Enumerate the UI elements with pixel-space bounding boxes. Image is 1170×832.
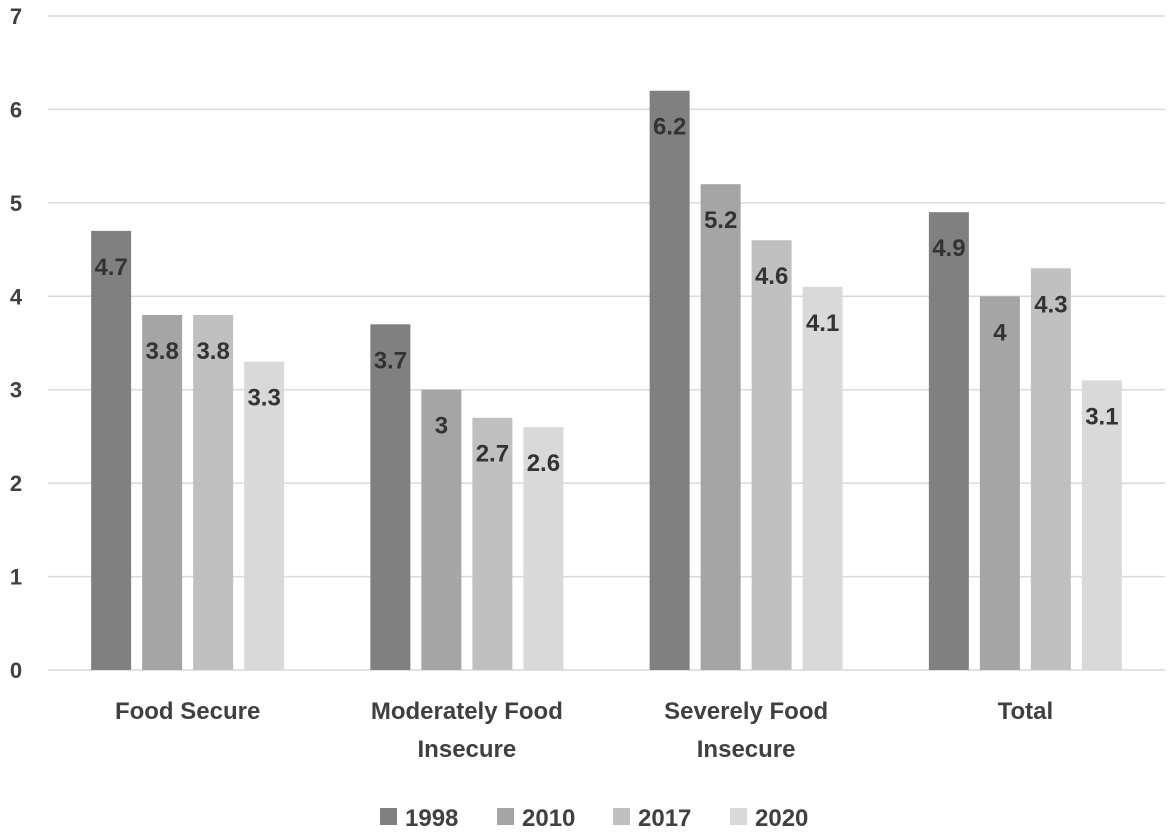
y-tick-label: 2	[10, 471, 22, 496]
y-tick-label: 0	[10, 658, 22, 683]
data-label-2017-3: 4.3	[1034, 291, 1067, 318]
x-category-label: Insecure	[697, 736, 796, 763]
data-label-2020-3: 3.1	[1085, 403, 1118, 430]
y-tick-label: 5	[10, 191, 22, 216]
bar-series	[91, 90, 1122, 670]
bar-2017-1	[472, 417, 513, 670]
bar-2020-1	[523, 427, 564, 670]
y-tick-label: 7	[10, 4, 22, 29]
data-label-2010-1: 3	[435, 413, 448, 440]
bar-1998-0	[91, 230, 132, 670]
bar-2010-0	[142, 314, 183, 670]
bar-2017-0	[193, 314, 234, 670]
legend-swatch-2017	[613, 808, 630, 825]
bar-2020-2	[802, 286, 843, 670]
bar-1998-3	[928, 212, 969, 670]
bar-2020-3	[1081, 380, 1122, 670]
data-label-2017-2: 4.6	[755, 263, 788, 290]
y-tick-label: 3	[10, 378, 22, 403]
y-tick-label: 1	[10, 565, 22, 590]
bar-2020-0	[244, 361, 285, 670]
data-label-1998-3: 4.9	[932, 235, 965, 262]
data-label-2017-0: 3.8	[196, 338, 229, 365]
legend-swatch-2020	[730, 808, 747, 825]
bar-1998-1	[370, 324, 411, 670]
x-category-label: Total	[998, 698, 1054, 725]
y-tick-label: 4	[10, 284, 23, 309]
x-category-label: Moderately Food	[371, 698, 563, 725]
legend-swatch-2010	[497, 808, 514, 825]
x-axis-categories: Food Secure Moderately Food Insecure Severe…	[115, 698, 1053, 763]
x-category-label: Severely Food	[664, 698, 828, 725]
legend: 1998 2010 2017 2020	[380, 805, 808, 832]
bar-2010-1	[421, 389, 462, 670]
x-category-label: Insecure	[418, 736, 517, 763]
data-label-1998-1: 3.7	[374, 347, 407, 374]
data-labels: 4.7 3.8 3.8 3.3 3.7 3 2.7 2.6 6.2 5.2 4.6 4.1 4.9 4 4.…	[94, 114, 1118, 477]
legend-label-2020: 2020	[755, 805, 808, 832]
legend-label-2017: 2017	[638, 805, 691, 832]
legend-label-2010: 2010	[522, 805, 575, 832]
legend-swatch-1998	[380, 808, 397, 825]
gridlines	[48, 15, 1165, 671]
bar-2010-3	[979, 296, 1020, 670]
x-category-label: Food Secure	[115, 698, 260, 725]
bar-2017-2	[751, 240, 792, 670]
bar-1998-2	[649, 90, 690, 670]
data-label-2010-0: 3.8	[145, 338, 178, 365]
data-label-2020-0: 3.3	[247, 385, 280, 412]
data-label-2010-3: 4	[993, 319, 1007, 346]
data-label-2010-2: 5.2	[704, 207, 737, 234]
data-label-2020-1: 2.6	[527, 450, 560, 477]
data-label-1998-2: 6.2	[653, 114, 686, 141]
bar-2017-3	[1030, 268, 1071, 670]
data-label-2020-2: 4.1	[806, 310, 839, 337]
bar-2010-2	[700, 184, 741, 670]
legend-label-1998: 1998	[405, 805, 458, 832]
data-label-2017-1: 2.7	[476, 441, 509, 468]
y-tick-label: 6	[10, 97, 22, 122]
data-label-1998-0: 4.7	[94, 254, 127, 281]
y-axis-ticks: 0 1 2 3 4 5 6 7	[10, 4, 23, 683]
